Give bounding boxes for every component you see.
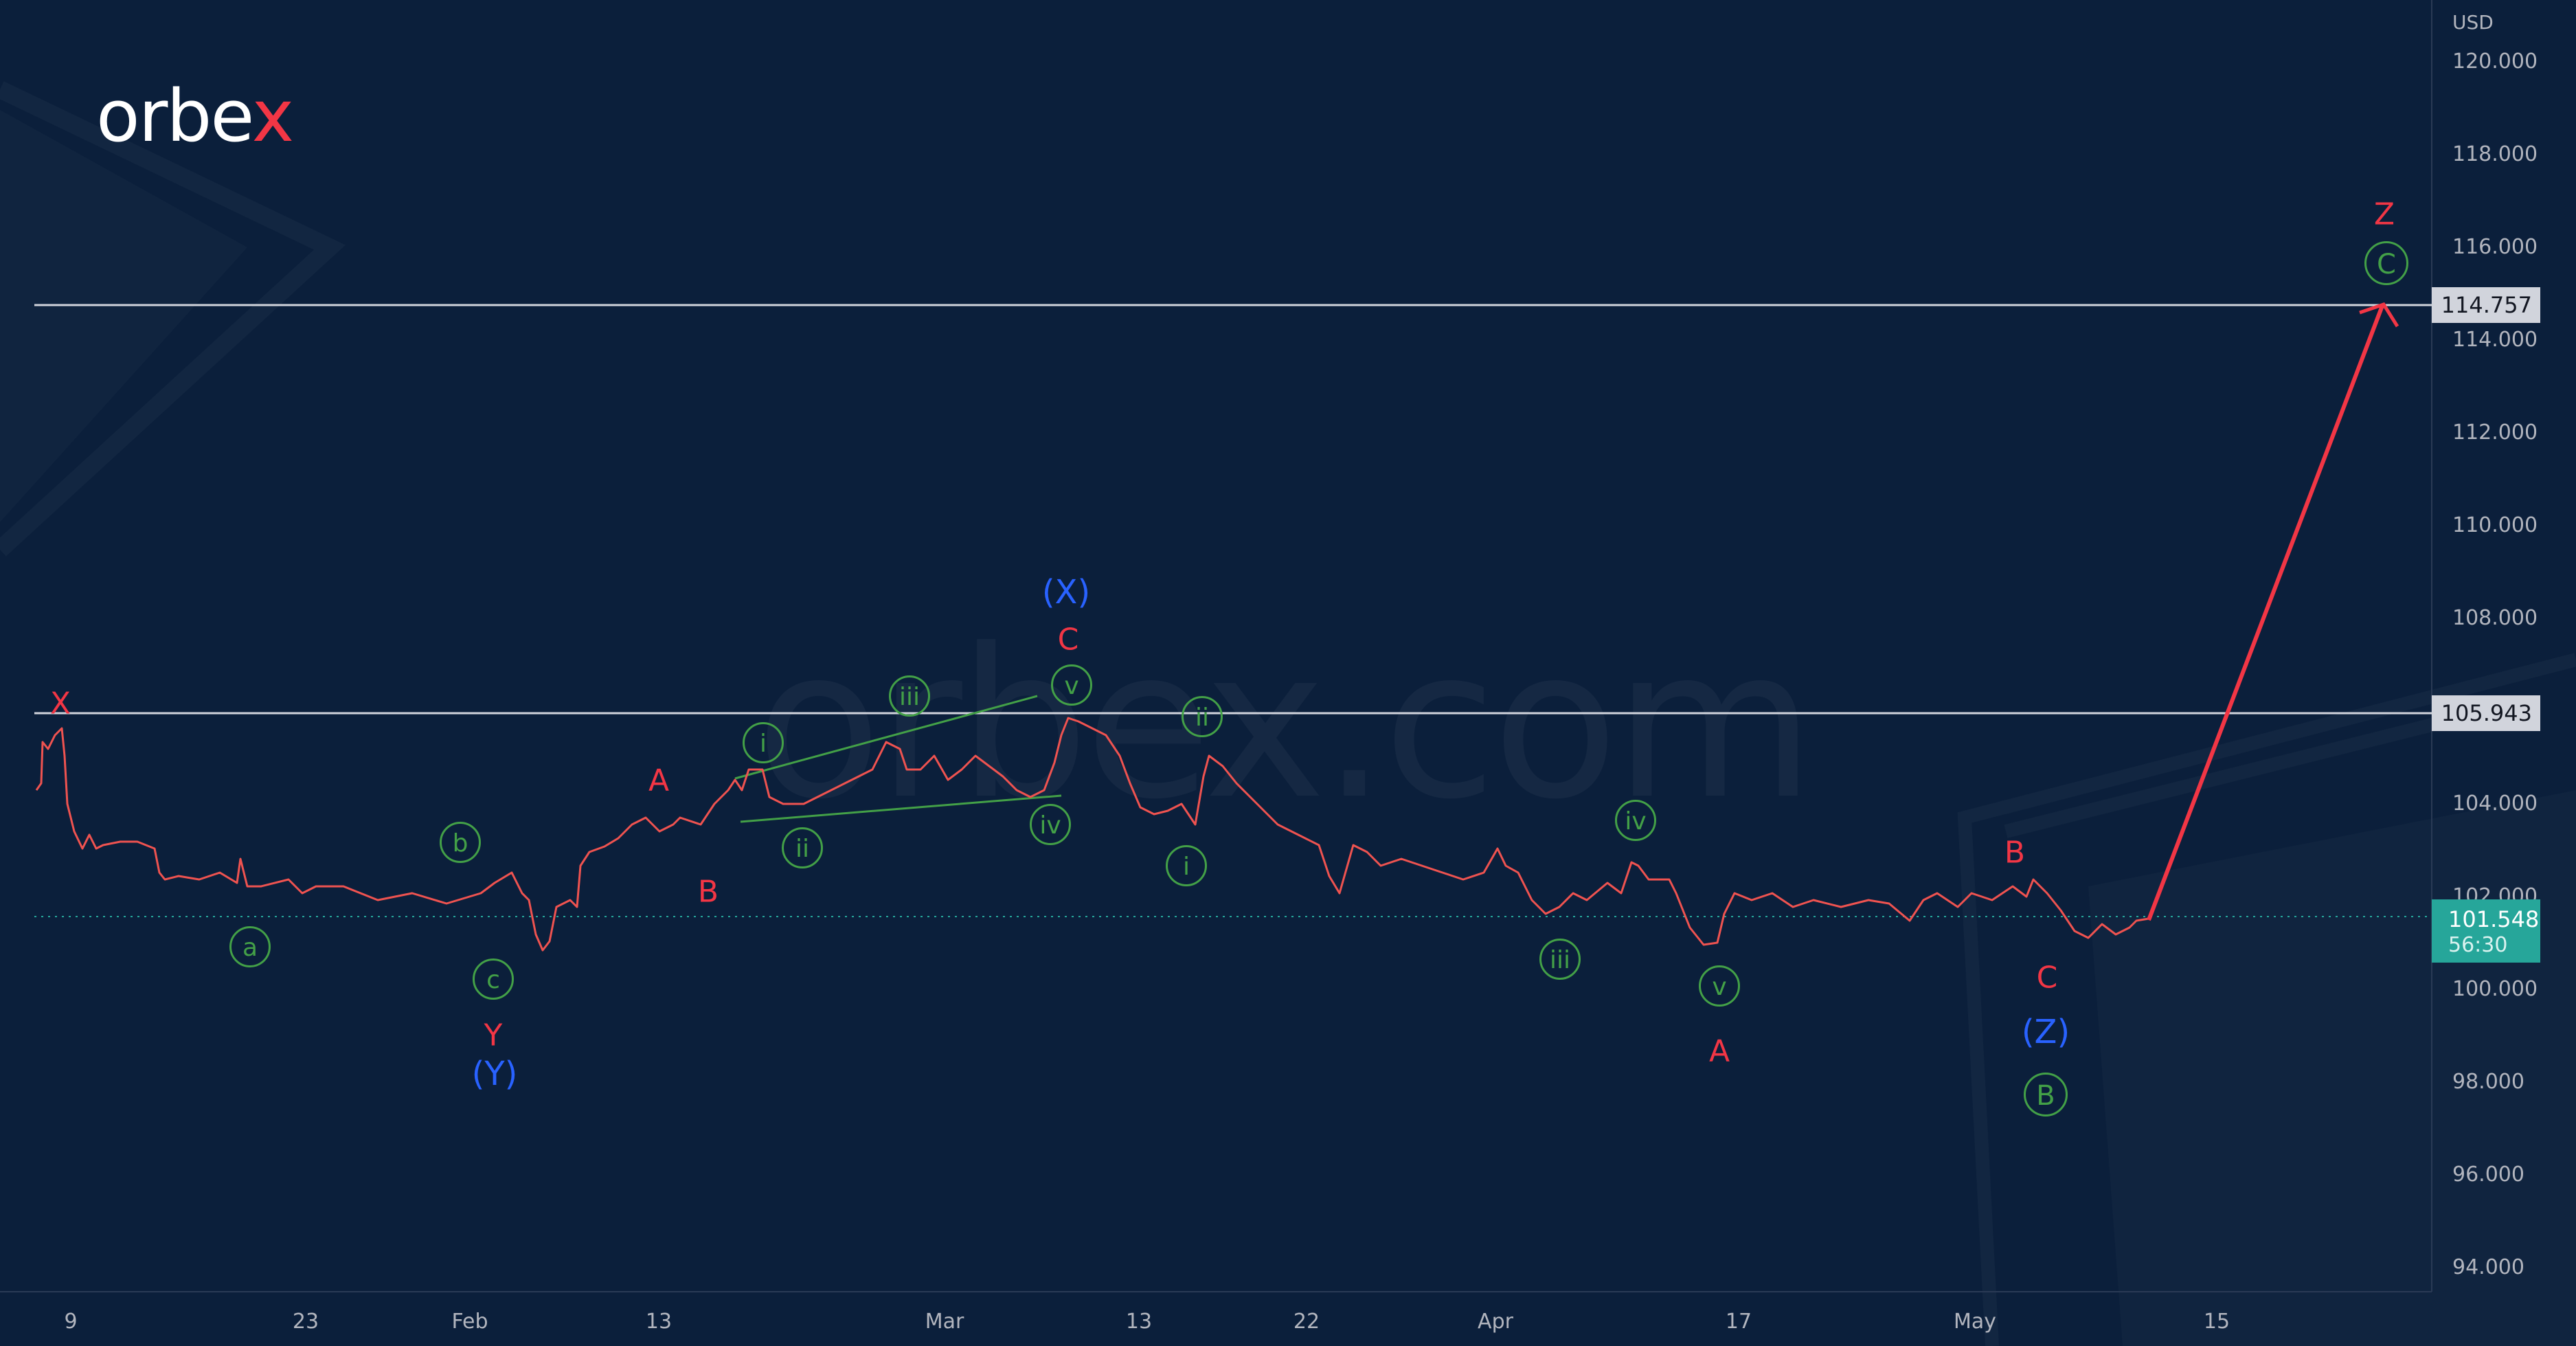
wave-circle-i: i bbox=[743, 722, 784, 763]
time-tick: Mar bbox=[925, 1310, 964, 1334]
price-tick: 116.000 bbox=[2452, 235, 2538, 259]
time-tick: 22 bbox=[1293, 1310, 1320, 1334]
wave-circle-iii2: iii bbox=[1539, 939, 1581, 980]
wave-circle-iii: iii bbox=[889, 675, 930, 717]
time-tick: Apr bbox=[1478, 1310, 1513, 1334]
current-price: 101.548 bbox=[2448, 906, 2540, 932]
wave-label-c: C bbox=[1057, 622, 1079, 658]
wave-circle-iv: iv bbox=[1030, 804, 1071, 845]
price-tick: 108.000 bbox=[2452, 606, 2538, 630]
currency-label: USD bbox=[2452, 11, 2494, 34]
wave-label-b: B bbox=[697, 874, 719, 910]
time-tick: 15 bbox=[2203, 1310, 2230, 1334]
bar-countdown: 56:30 bbox=[2448, 933, 2508, 957]
time-tick: Feb bbox=[451, 1310, 488, 1334]
price-tick: 96.000 bbox=[2452, 1163, 2524, 1187]
orbex-logo: orbex bbox=[96, 74, 294, 158]
wave-circle-v2: v bbox=[1699, 965, 1740, 1007]
level-label-114757: 114.757 bbox=[2432, 287, 2540, 323]
wave-circle-iv2: iv bbox=[1615, 800, 1656, 841]
time-tick: 17 bbox=[1725, 1310, 1752, 1334]
price-tick: 104.000 bbox=[2452, 792, 2538, 816]
wave-circle-b: b bbox=[440, 822, 481, 863]
wave-label-a: A bbox=[648, 763, 670, 798]
price-tick: 100.000 bbox=[2452, 977, 2538, 1001]
time-tick: May bbox=[1953, 1310, 1997, 1334]
time-tick: 13 bbox=[645, 1310, 673, 1334]
wave-label-x-paren: (X) bbox=[1041, 573, 1091, 612]
wave-circle-i2: i bbox=[1166, 845, 1207, 886]
wave-label-z: Z bbox=[2373, 197, 2395, 232]
level-label-105943: 105.943 bbox=[2432, 695, 2540, 731]
wave-circle-ii: ii bbox=[782, 827, 823, 868]
arrow-head bbox=[2359, 302, 2399, 328]
time-tick: 9 bbox=[64, 1310, 78, 1334]
wave-circle-ii2: ii bbox=[1182, 696, 1223, 737]
wave-label-y-paren: (Y) bbox=[471, 1055, 518, 1093]
wave-circle-a: a bbox=[229, 926, 271, 967]
wave-circle-b-major: B bbox=[2024, 1073, 2068, 1117]
price-path bbox=[35, 717, 2149, 952]
wave-label-z-paren: (Z) bbox=[2021, 1013, 2070, 1051]
price-tick: 98.000 bbox=[2452, 1070, 2524, 1094]
price-tick: 112.000 bbox=[2452, 420, 2538, 445]
wave-circle-c-major: C bbox=[2364, 241, 2408, 285]
time-tick: 23 bbox=[292, 1310, 319, 1334]
wave-label-a2: A bbox=[1708, 1033, 1730, 1069]
time-tick: 13 bbox=[1125, 1310, 1153, 1334]
wave-label-c2: C bbox=[2036, 960, 2058, 996]
price-tick: 120.000 bbox=[2452, 49, 2538, 74]
wave-circle-c: c bbox=[473, 958, 514, 1000]
projection-arrow bbox=[2147, 304, 2384, 921]
wave-label-b2: B bbox=[2004, 835, 2026, 871]
price-tick: 94.000 bbox=[2452, 1255, 2524, 1279]
price-tick: 114.000 bbox=[2452, 328, 2538, 352]
wave-label-x: X bbox=[49, 686, 71, 721]
price-tick: 110.000 bbox=[2452, 513, 2538, 537]
wave-label-y: Y bbox=[484, 1018, 503, 1053]
price-tick: 118.000 bbox=[2452, 142, 2538, 166]
wave-circle-v: v bbox=[1051, 664, 1092, 706]
current-price-badge: 101.548 56:30 bbox=[2432, 899, 2540, 963]
